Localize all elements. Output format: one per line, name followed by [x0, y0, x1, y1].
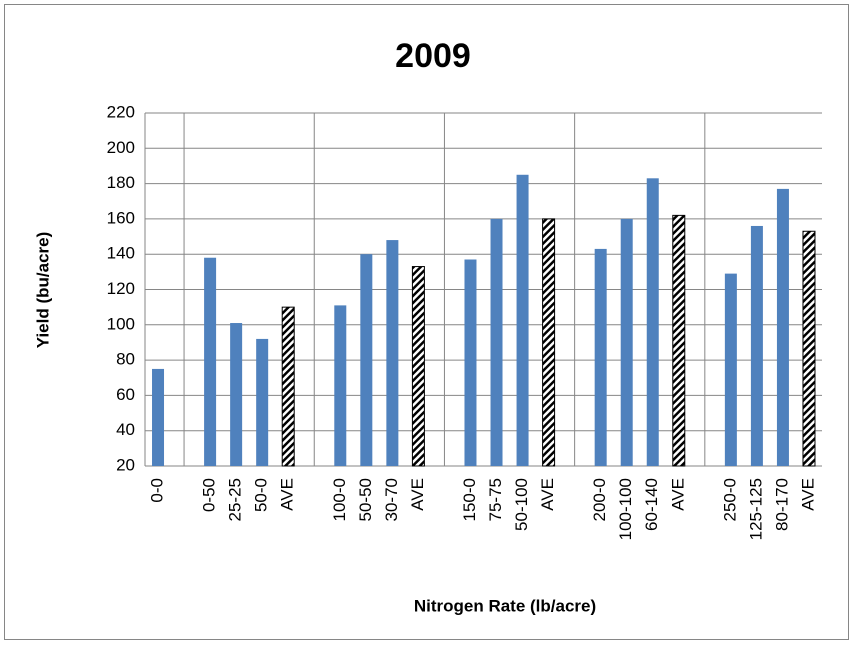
x-tick-label: AVE: [278, 478, 297, 511]
y-axis-title: Yield (bu/acre): [33, 232, 52, 349]
x-tick-label: 60-140: [642, 478, 661, 531]
x-tick-label: 250-0: [720, 478, 739, 521]
x-tick-label: 125-125: [746, 478, 765, 540]
bar: [281, 306, 295, 467]
x-tick-label: 80-170: [772, 478, 791, 531]
x-tick-label: 25-25: [226, 478, 245, 521]
x-tick-label: 100-0: [330, 478, 349, 521]
chart-title: 2009: [395, 37, 471, 75]
x-tick-label: 50-0: [252, 478, 271, 512]
bar: [386, 240, 399, 466]
bar: [411, 266, 425, 467]
bar: [334, 305, 347, 466]
x-tick-label: 200-0: [590, 478, 609, 521]
bar: [672, 214, 686, 467]
x-tick-label: AVE: [668, 478, 687, 511]
y-tick-label: 160: [107, 208, 135, 227]
bar: [204, 257, 217, 466]
bar: [594, 248, 607, 466]
bar: [230, 323, 243, 466]
x-tick-label: AVE: [408, 478, 427, 511]
bar: [750, 225, 763, 466]
y-tick-label: 140: [107, 244, 135, 263]
bar: [646, 178, 659, 466]
x-tick-label: 0-50: [200, 478, 219, 512]
bar: [542, 218, 556, 467]
x-tick-label: AVE: [538, 478, 557, 511]
bar: [490, 218, 503, 466]
x-tick-label: 50-100: [512, 478, 531, 531]
x-tick-label: 30-70: [382, 478, 401, 521]
bar: [360, 254, 373, 466]
y-tick-label: 200: [107, 138, 135, 157]
y-tick-label: 80: [116, 350, 135, 369]
bar: [776, 188, 789, 466]
y-tick-label: 60: [116, 385, 135, 404]
y-tick-label: 120: [107, 279, 135, 298]
x-tick-label: 100-100: [616, 478, 635, 540]
x-axis-title: Nitrogen Rate (lb/acre): [414, 596, 596, 615]
bar: [152, 368, 165, 466]
x-tick-label: 50-50: [356, 478, 375, 521]
x-tick-label: 75-75: [486, 478, 505, 521]
bar: [516, 174, 529, 466]
y-tick-label: 20: [116, 455, 135, 474]
y-tick-label: 40: [116, 420, 135, 439]
bar: [256, 338, 269, 466]
y-tick-label: 180: [107, 173, 135, 192]
bar: [802, 230, 816, 467]
y-tick-label: 220: [107, 102, 135, 121]
y-tick-label: 100: [107, 314, 135, 333]
x-tick-label: AVE: [798, 478, 817, 511]
bar: [724, 273, 737, 466]
x-tick-label: 150-0: [460, 478, 479, 521]
bar: [464, 259, 477, 466]
x-tick-label: 0-0: [148, 478, 167, 503]
bar: [620, 218, 633, 466]
